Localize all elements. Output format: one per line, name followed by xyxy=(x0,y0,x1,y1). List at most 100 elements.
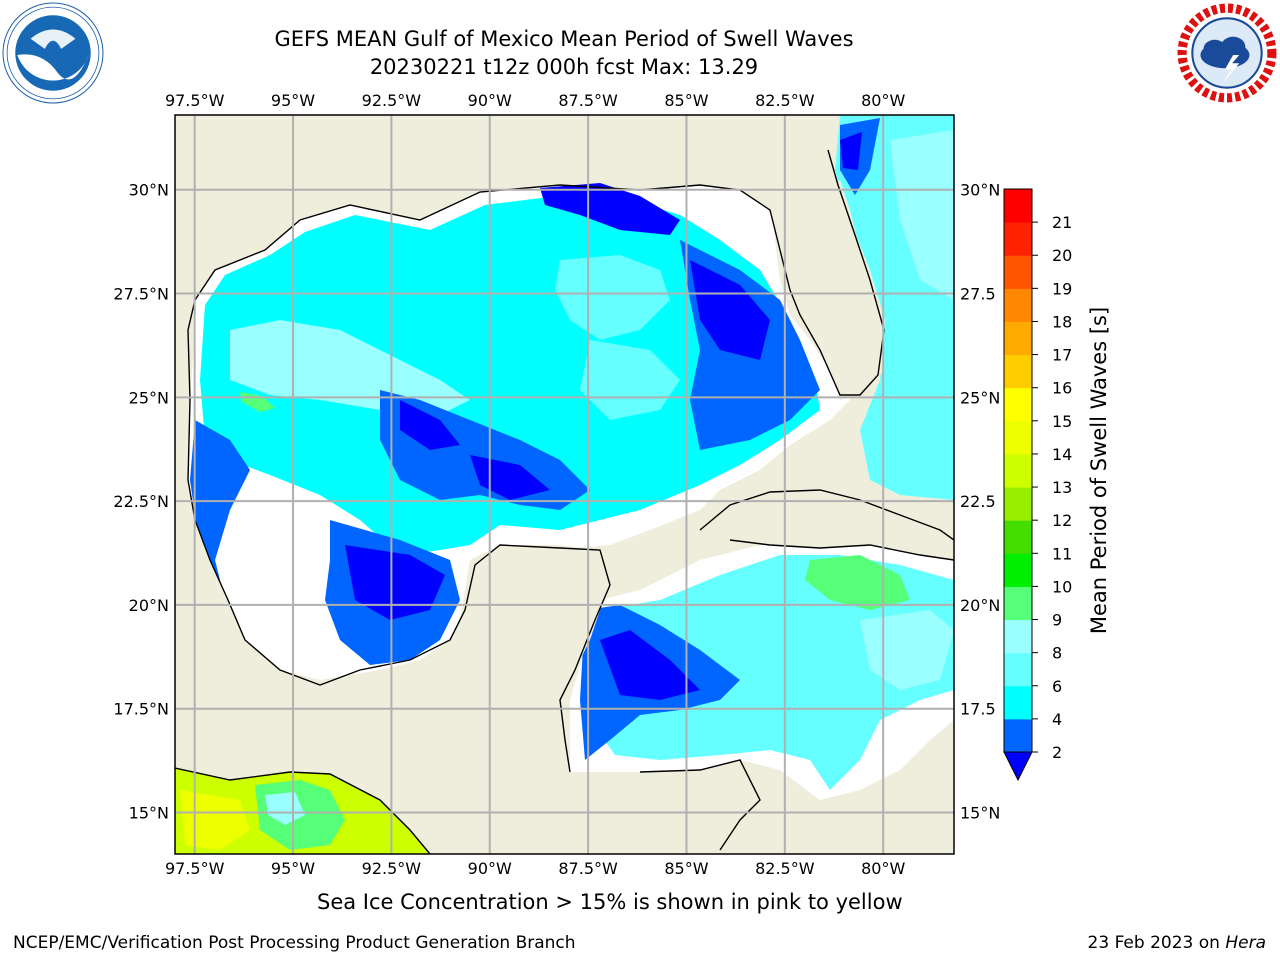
colorbar-segment xyxy=(1004,255,1032,289)
colorbar-tick-label: 15 xyxy=(1052,412,1072,431)
lon-tick-label-bottom: 87.5°W xyxy=(558,859,618,878)
caribbean-swell xyxy=(590,555,954,790)
mexico-south-land xyxy=(175,360,320,768)
lat-tick-label-right: 17.5 xyxy=(960,700,996,719)
gulf-swell-under-1 xyxy=(400,400,460,450)
lat-tick-label-left: 15°N xyxy=(129,803,169,822)
lon-tick-label-bottom: 80°W xyxy=(861,859,905,878)
pacific-yellow xyxy=(180,790,250,850)
atlantic-under xyxy=(840,132,862,170)
lon-tick-label-top: 87.5°W xyxy=(558,91,618,110)
colorbar-segment xyxy=(1004,652,1032,687)
footer-producer: NCEP/EMC/Verification Post Processing Pr… xyxy=(13,933,576,953)
atlantic-light xyxy=(890,130,954,300)
map-frame xyxy=(174,114,955,855)
lon-tick-label-bottom: 92.5°W xyxy=(362,859,422,878)
graticule xyxy=(175,115,954,854)
lon-tick-label-top: 95°W xyxy=(271,91,315,110)
colorbar-frame xyxy=(1003,188,1033,753)
colorbar-segment xyxy=(1004,553,1032,587)
footer-date-text: 23 Feb 2023 on xyxy=(1087,933,1226,953)
lon-tick-label-bottom: 82.5°W xyxy=(755,859,815,878)
gulf-swell-mid xyxy=(555,255,670,340)
lon-tick-label-top: 85°W xyxy=(664,91,708,110)
colorbar-tick-label: 6 xyxy=(1052,677,1062,696)
lat-tick-label-right: 27.5 xyxy=(960,285,996,304)
lat-tick-label-left: 30°N xyxy=(129,181,169,200)
colorbar-segment xyxy=(1004,354,1032,389)
colorbar-tick-label: 21 xyxy=(1052,213,1072,232)
lon-tick-label-top: 80°W xyxy=(861,91,905,110)
colorbar-segment xyxy=(1004,189,1032,223)
colorbar-segment xyxy=(1004,321,1032,356)
gulf-swell-under-4 xyxy=(540,183,680,235)
colorbar-segment xyxy=(1004,222,1032,256)
lat-tick-label-right: 30°N xyxy=(960,181,1000,200)
colorbar-tick-label: 14 xyxy=(1052,445,1072,464)
central-america-land xyxy=(340,750,770,854)
colorbar: 2 4 6 8 9 10 11 12 13 14 15 16 17 18 19 20 21 Mean Period… xyxy=(1003,188,1111,782)
colorbar-tick-label: 4 xyxy=(1052,710,1062,729)
lat-tick-label-left: 25°N xyxy=(129,388,169,407)
footer-host: Hera xyxy=(1225,933,1266,953)
lat-tick-label-left: 20°N xyxy=(129,596,169,615)
colorbar-tick-label: 18 xyxy=(1052,312,1072,331)
colorbar-tick-label: 19 xyxy=(1052,279,1072,298)
lon-tick-label-top: 90°W xyxy=(468,91,512,110)
lon-tick-label-bottom: 95°W xyxy=(271,859,315,878)
sea-ice-note: Sea Ice Concentration > 15% is shown in … xyxy=(317,890,903,914)
lat-tick-label-right: 22.5 xyxy=(960,492,996,511)
lon-tick-label-bottom: 90°W xyxy=(468,859,512,878)
lat-tick-label-left: 17.5°N xyxy=(113,700,169,719)
colorbar-segment xyxy=(1004,420,1032,455)
colorbar-segment xyxy=(1004,520,1032,554)
mexico-west-land xyxy=(175,115,840,360)
colorbar-tick-label: 9 xyxy=(1052,611,1062,630)
colorbar-tick-label: 20 xyxy=(1052,246,1072,265)
lon-tick-label-top: 82.5°W xyxy=(755,91,815,110)
colorbar-segment xyxy=(1004,619,1032,654)
map-subtitle: 20230221 t12z 000h fcst Max: 13.29 xyxy=(369,55,759,79)
colorbar-segment xyxy=(1004,586,1032,621)
footer-date: 23 Feb 2023 on Hera xyxy=(1088,933,1266,953)
bay-campeche-under xyxy=(345,545,445,620)
noaa-logo-icon xyxy=(2,2,104,104)
cuba-land xyxy=(700,490,954,560)
west-coast-dark xyxy=(190,420,250,630)
colorbar-segment xyxy=(1004,685,1032,720)
caribbean-under xyxy=(600,630,700,700)
colorbar-tick-label: 16 xyxy=(1052,379,1072,398)
gulf-swell-under-3 xyxy=(690,260,770,360)
yucatan-land xyxy=(440,545,610,740)
pacific-light xyxy=(265,792,305,825)
lon-tick-label-top: 97.5°W xyxy=(165,91,225,110)
colorbar-tick-label: 13 xyxy=(1052,478,1072,497)
colorbar-segment xyxy=(1004,453,1032,488)
colorbar-segment xyxy=(1004,288,1032,322)
colorbar-tick-label: 17 xyxy=(1052,346,1072,365)
colorbar-segment xyxy=(1004,718,1032,753)
lat-tick-label-right: 25°N xyxy=(960,388,1000,407)
lat-tick-label-left: 27.5°N xyxy=(113,285,169,304)
map-panel xyxy=(175,115,954,854)
gulf-swell-light xyxy=(230,320,470,420)
colorbar-tick-label: 2 xyxy=(1052,743,1062,762)
colorbar-tick-label: 12 xyxy=(1052,511,1072,530)
colorbar-segment xyxy=(1004,387,1032,422)
lon-tick-label-bottom: 85°W xyxy=(664,859,708,878)
lon-tick-label-bottom: 97.5°W xyxy=(165,859,225,878)
colorbar-tick-label: 10 xyxy=(1052,577,1072,596)
colorbar-tick-label: 11 xyxy=(1052,544,1072,563)
nws-logo-icon xyxy=(1177,3,1277,103)
lat-tick-label-right: 20°N xyxy=(960,596,1000,615)
lon-tick-label-top: 92.5°W xyxy=(362,91,422,110)
lat-tick-label-left: 22.5°N xyxy=(113,492,169,511)
colorbar-extend-arrow xyxy=(1003,751,1033,782)
map-title: GEFS MEAN Gulf of Mexico Mean Period of … xyxy=(274,27,854,51)
gulf-swell-mid2 xyxy=(580,340,680,420)
lat-tick-label-right: 15°N xyxy=(960,803,1000,822)
colorbar-tick-label: 8 xyxy=(1052,644,1062,663)
colorbar-label: Mean Period of Swell Waves [s] xyxy=(1087,307,1111,634)
axis-tick-labels: 97.5°W 97.5°W 95°W 95°W 92.5°W 92.5°W 90°W 90°W… xyxy=(113,91,1000,878)
